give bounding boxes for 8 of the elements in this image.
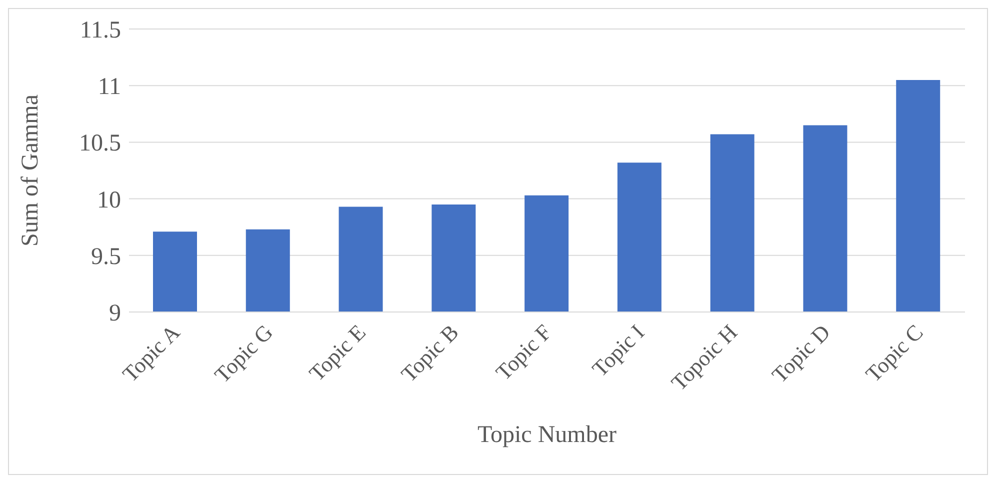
y-tick-label: 9.5 <box>91 244 121 270</box>
y-axis-title: Sum of Gamma <box>18 94 44 246</box>
y-tick-label: 11.5 <box>80 18 121 44</box>
y-tick-label: 9 <box>109 300 121 327</box>
y-tick-label: 11 <box>98 74 121 100</box>
x-axis-title: Topic Number <box>478 422 616 448</box>
y-tick-label: 10 <box>97 187 121 214</box>
y-tick-label: 10.5 <box>79 130 121 157</box>
